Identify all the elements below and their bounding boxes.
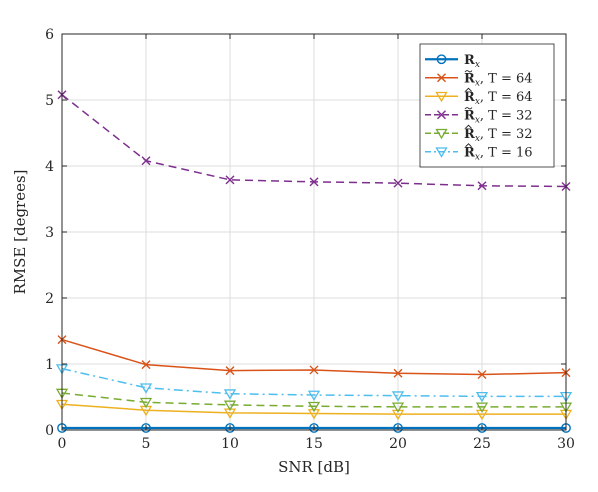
legend-box (419, 43, 555, 168)
legend-label: Rx (464, 53, 480, 70)
x-tick-label: 0 (58, 436, 67, 452)
legend-item: Rx (425, 53, 480, 70)
y-tick-label: 0 (45, 423, 54, 439)
legend-hat-accent (465, 124, 472, 129)
legend-marker (437, 110, 446, 120)
legend-label: Rx, T = 32 (464, 108, 533, 125)
legend-label: Rx, T = 64 (464, 71, 533, 88)
data-point (225, 175, 235, 185)
x-tick-label: 5 (142, 436, 151, 452)
data-point (477, 181, 487, 191)
data-point (139, 397, 153, 409)
x-tick-label: 30 (557, 436, 575, 452)
data-point (139, 383, 153, 394)
series-line (61, 367, 566, 398)
axis-ticks: 0 5 10 15 20 25 30 0 1 2 3 4 5 6 (45, 27, 575, 452)
data-point (309, 177, 319, 187)
legend-marker (437, 73, 446, 83)
legend-marker (436, 54, 447, 65)
series-line (61, 403, 566, 415)
data-point (225, 423, 235, 433)
data-point (307, 390, 321, 402)
x-tick-label: 10 (221, 436, 239, 452)
y-tick-label: 2 (45, 291, 54, 307)
data-point (477, 423, 487, 433)
data-point (141, 360, 151, 370)
data-point (141, 423, 151, 433)
legend-item: Rx, T = 64 (425, 87, 533, 107)
series-5 (55, 364, 573, 403)
legend-marker (435, 128, 448, 140)
x-tick-label: 20 (389, 436, 407, 452)
legend-label: Rx, T = 64 (464, 90, 533, 107)
legend-item: Rx, T = 32 (425, 124, 533, 144)
y-tick-label: 6 (45, 27, 54, 43)
data-point (309, 423, 319, 433)
data-point (391, 391, 405, 402)
data-point (477, 370, 487, 380)
y-tick-label: 4 (45, 159, 54, 175)
legend-hat-accent (465, 87, 472, 92)
data-point (475, 391, 489, 403)
data-point (307, 401, 321, 413)
data-point (475, 402, 489, 413)
legend-marker (435, 91, 448, 103)
legend-label: Rx, T = 16 (464, 145, 533, 162)
legend-label: Rx, T = 32 (464, 127, 533, 144)
data-point (309, 365, 319, 375)
legend-tilde-accent (464, 70, 473, 73)
y-tick-label: 5 (45, 93, 54, 109)
legend-hat-accent (465, 143, 472, 148)
data-point (141, 156, 151, 166)
data-point (223, 389, 237, 400)
legend-item: Rx, T = 32 (425, 107, 533, 125)
legend-marker (435, 147, 448, 158)
data-point (225, 366, 235, 376)
series-line (61, 392, 566, 408)
data-point (393, 368, 403, 378)
legend-item: Rx, T = 16 (425, 143, 533, 162)
y-axis-title: RMSE [degrees] (11, 169, 29, 294)
y-tick-label: 3 (45, 225, 54, 241)
data-point (223, 400, 237, 411)
data-point (393, 178, 403, 188)
x-tick-label: 15 (305, 436, 323, 452)
legend-item: Rx, T = 64 (425, 70, 533, 88)
data-point (393, 423, 403, 433)
y-tick-label: 1 (45, 357, 54, 373)
legend-tilde-accent (464, 107, 473, 110)
x-tick-label: 25 (473, 436, 491, 452)
x-axis-title: SNR [dB] (278, 458, 350, 476)
data-point (391, 402, 405, 413)
